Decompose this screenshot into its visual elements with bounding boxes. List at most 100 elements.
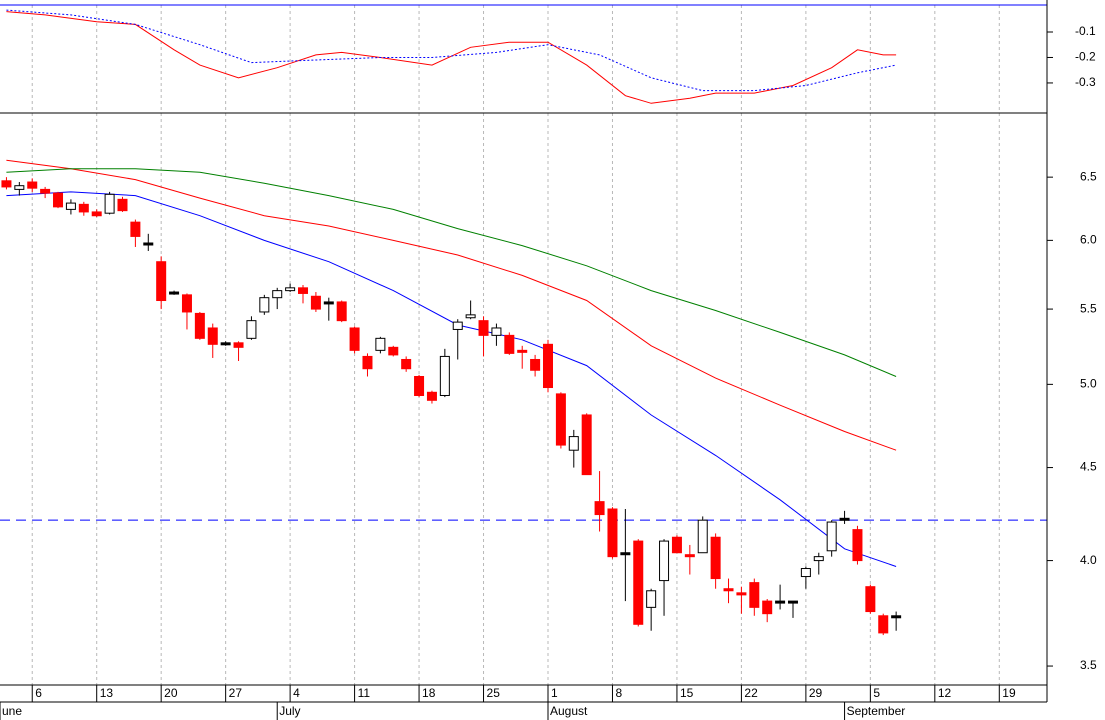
candle-body: [233, 342, 244, 348]
month-label: August: [550, 704, 588, 718]
candle-body: [323, 301, 334, 305]
candle-body: [53, 192, 64, 208]
candle-body: [310, 295, 321, 310]
x-tick-label: 19: [1002, 686, 1016, 700]
candle-body: [143, 242, 154, 246]
candle-body: [659, 540, 670, 582]
series-line: [6, 159, 897, 451]
candle-body: [414, 375, 425, 396]
candle-body: [749, 582, 760, 608]
x-tick-label: 4: [293, 686, 300, 700]
series-line: [6, 168, 897, 377]
candle-body: [298, 287, 309, 294]
labels: -0.1 -0.2 -0.3 6.5 6.0 5.5 5.0 4.5 4.0 3.5 6 13 20 27…: [0, 24, 1097, 720]
candle-body: [504, 334, 515, 354]
candle-body: [775, 600, 786, 604]
series-line: [6, 9, 897, 92]
y-tick-label: 5.5: [1080, 301, 1097, 315]
x-tick-label: 12: [938, 686, 952, 700]
candle-body: [78, 203, 89, 213]
candle-body: [362, 355, 373, 370]
candle-body: [349, 327, 360, 351]
candle-body: [517, 349, 528, 353]
candle-body: [285, 287, 296, 292]
x-tick-label: 20: [164, 686, 178, 700]
candle-body: [813, 556, 824, 562]
candle-body: [40, 188, 51, 194]
candle-body: [684, 554, 695, 558]
candle-body: [762, 600, 773, 615]
x-tick-label: 18: [422, 686, 436, 700]
x-tick-label: 15: [680, 686, 694, 700]
candle-body: [246, 320, 257, 339]
x-tick-label: 13: [100, 686, 114, 700]
month-label: September: [847, 704, 906, 718]
y-tick-label: -0.1: [1075, 24, 1096, 38]
x-tick-label: 22: [744, 686, 758, 700]
candle-body: [852, 529, 863, 562]
candle-body: [530, 358, 541, 371]
candle-body: [169, 291, 180, 295]
candle-body: [130, 221, 141, 237]
candle-body: [259, 297, 270, 313]
candle-body: [401, 358, 412, 370]
y-tick-label: -0.3: [1075, 75, 1096, 89]
candle-body: [607, 508, 618, 558]
candle-body: [117, 198, 128, 212]
candle-body: [555, 393, 566, 446]
candle-body: [800, 568, 811, 578]
candle-body: [839, 517, 850, 521]
candle-body: [426, 391, 437, 401]
candle-body: [207, 327, 218, 345]
marks: [0, 9, 1047, 636]
candle-body: [671, 536, 682, 554]
candle-body: [826, 521, 837, 552]
x-tick-label: 6: [35, 686, 42, 700]
x-tick-label: 27: [229, 686, 243, 700]
y-tick-label: 4.5: [1080, 460, 1097, 474]
x-tick-label: 1: [551, 686, 558, 700]
candle-body: [620, 552, 631, 556]
candle-body: [878, 615, 889, 634]
x-tick-label: 25: [487, 686, 501, 700]
y-tick-label: 5.0: [1080, 377, 1097, 391]
y-tick-label: -0.2: [1075, 50, 1096, 64]
y-tick-label: 6.5: [1080, 169, 1097, 183]
candle-body: [491, 327, 502, 336]
candle-body: [478, 320, 489, 336]
candle-body: [787, 600, 798, 604]
y-tick-label: 3.5: [1080, 658, 1097, 672]
candle-body: [594, 501, 605, 516]
candle-body: [891, 615, 902, 619]
candle-body: [452, 321, 463, 330]
y-tick-label: 6.0: [1080, 233, 1097, 247]
candle-body: [104, 193, 115, 214]
candle-body: [465, 314, 476, 319]
candle-body: [375, 337, 386, 351]
series-line: [6, 11, 897, 104]
candle-body: [581, 414, 592, 476]
x-tick-label: 5: [873, 686, 880, 700]
candle-body: [220, 342, 231, 346]
candle-body: [542, 343, 553, 389]
candle-body: [181, 294, 192, 313]
candle-body: [646, 590, 657, 608]
candle-body: [633, 540, 644, 625]
candle-body: [439, 355, 450, 396]
candle-body: [336, 301, 347, 322]
candle-body: [272, 290, 283, 299]
x-tick-label: 8: [615, 686, 622, 700]
candle-body: [65, 202, 76, 210]
candle-body: [156, 261, 167, 302]
x-tick-label: 29: [809, 686, 823, 700]
candle-body: [388, 346, 399, 356]
candle-body: [723, 588, 734, 592]
candle-body: [568, 436, 579, 451]
x-tick-label: 11: [358, 686, 371, 700]
month-label: July: [279, 704, 300, 718]
candle-body: [736, 592, 747, 596]
month-label: une: [2, 704, 22, 718]
candle-body: [91, 211, 102, 217]
candle-body: [710, 536, 721, 580]
